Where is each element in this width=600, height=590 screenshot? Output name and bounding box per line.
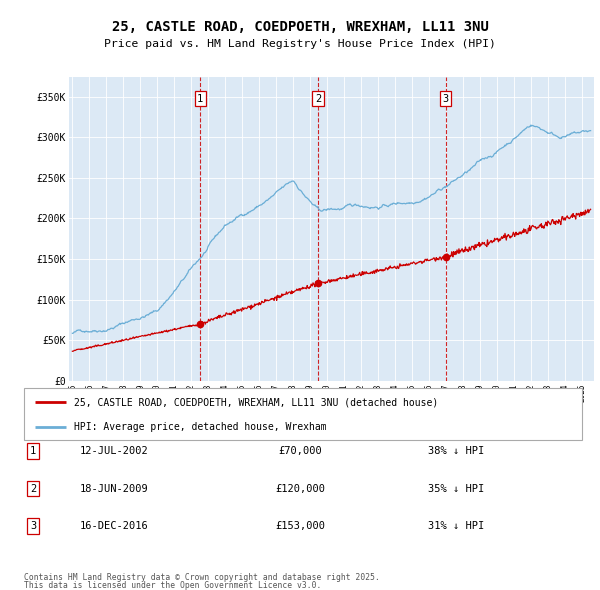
Text: 38% ↓ HPI: 38% ↓ HPI [428, 447, 484, 456]
Text: £70,000: £70,000 [278, 447, 322, 456]
Text: 2: 2 [30, 484, 36, 493]
Text: 18-JUN-2009: 18-JUN-2009 [80, 484, 148, 493]
Text: 2: 2 [315, 94, 321, 104]
Text: £153,000: £153,000 [275, 521, 325, 530]
Text: 25, CASTLE ROAD, COEDPOETH, WREXHAM, LL11 3NU (detached house): 25, CASTLE ROAD, COEDPOETH, WREXHAM, LL1… [74, 397, 439, 407]
Text: This data is licensed under the Open Government Licence v3.0.: This data is licensed under the Open Gov… [24, 581, 322, 590]
Text: 16-DEC-2016: 16-DEC-2016 [80, 521, 148, 530]
Text: Contains HM Land Registry data © Crown copyright and database right 2025.: Contains HM Land Registry data © Crown c… [24, 572, 380, 582]
Text: 12-JUL-2002: 12-JUL-2002 [80, 447, 148, 456]
Text: 1: 1 [30, 447, 36, 456]
Text: HPI: Average price, detached house, Wrexham: HPI: Average price, detached house, Wrex… [74, 422, 327, 431]
Text: 25, CASTLE ROAD, COEDPOETH, WREXHAM, LL11 3NU: 25, CASTLE ROAD, COEDPOETH, WREXHAM, LL1… [112, 19, 488, 34]
Text: 31% ↓ HPI: 31% ↓ HPI [428, 521, 484, 530]
Text: 3: 3 [30, 521, 36, 530]
Text: £120,000: £120,000 [275, 484, 325, 493]
FancyBboxPatch shape [24, 388, 582, 440]
Text: 35% ↓ HPI: 35% ↓ HPI [428, 484, 484, 493]
Text: Price paid vs. HM Land Registry's House Price Index (HPI): Price paid vs. HM Land Registry's House … [104, 39, 496, 48]
Text: 3: 3 [442, 94, 449, 104]
Text: 1: 1 [197, 94, 203, 104]
